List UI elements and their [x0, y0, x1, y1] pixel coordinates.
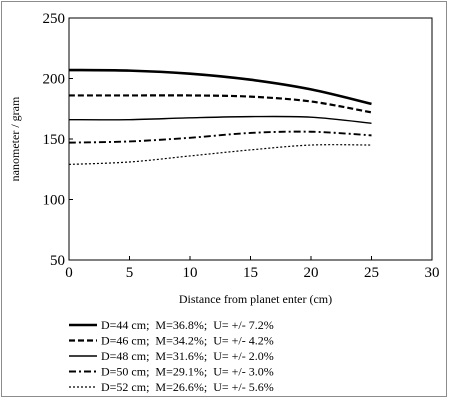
- x-tick-label: 30: [425, 265, 440, 281]
- legend-label-3: D=48 cm; M=31.6%; U= +/- 2.0%: [101, 349, 274, 363]
- y-tick-label: 250: [43, 11, 66, 27]
- series-line-5: [68, 144, 372, 166]
- y-axis-ticks: 50 100 150 200 250: [43, 11, 73, 269]
- y-tick-label: 100: [43, 193, 66, 209]
- legend-label-1: D=44 cm; M=36.8%; U= +/- 7.2%: [101, 318, 274, 332]
- x-tick-label: 0: [65, 265, 73, 281]
- series-line-2: [69, 94, 372, 114]
- legend-label-2: D=46 cm; M=34.2%; U= +/- 4.2%: [101, 334, 274, 348]
- plot-area: [68, 17, 433, 261]
- y-tick-label: 150: [43, 132, 66, 148]
- plot-border: [68, 17, 433, 261]
- x-tick-label: 10: [183, 265, 198, 281]
- series-lines: [68, 68, 372, 166]
- legend-label-5: D=52 cm; M=26.6%; U= +/- 5.6%: [101, 380, 274, 394]
- y-tick-label: 200: [43, 72, 66, 88]
- y-tick-label: 50: [50, 253, 65, 269]
- series-line-4: [68, 130, 372, 144]
- legend-label-4: D=50 cm; M=29.1%; U= +/- 3.0%: [101, 365, 274, 379]
- y-axis-label: nanometer / gram: [8, 96, 22, 181]
- series-line-3: [68, 115, 372, 124]
- legend: D=44 cm; M=36.8%; U= +/- 7.2% D=46 cm; M=…: [69, 318, 274, 394]
- x-axis-ticks: 0 5 10 15 20 25 30: [65, 256, 440, 281]
- x-axis-label: Distance from planet enter (cm): [179, 292, 332, 306]
- x-tick-label: 20: [304, 265, 319, 281]
- x-tick-label: 25: [364, 265, 379, 281]
- x-tick-label: 15: [243, 265, 258, 281]
- series-line-1: [68, 68, 372, 106]
- x-tick-label: 5: [126, 265, 134, 281]
